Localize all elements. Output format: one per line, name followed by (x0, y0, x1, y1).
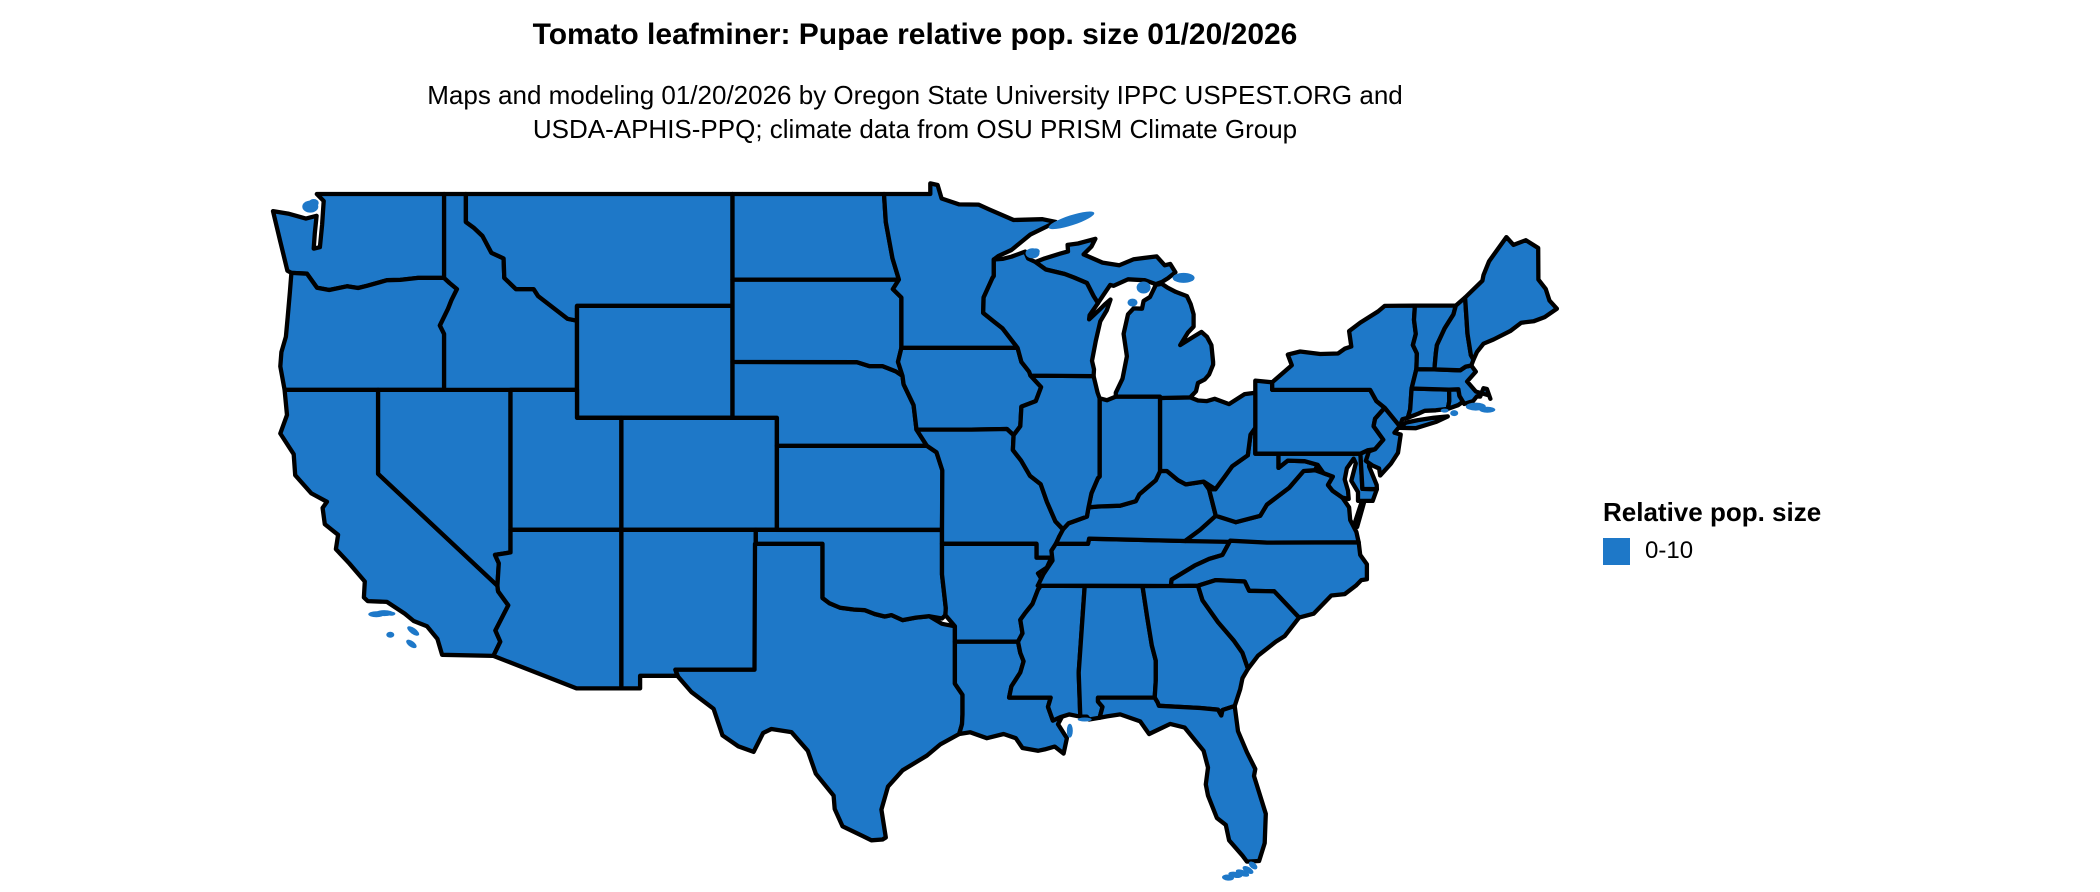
island-key-west (1222, 874, 1234, 881)
state-maine (1462, 234, 1560, 362)
state-new-mexico (619, 527, 758, 691)
state-north-dakota (730, 191, 902, 282)
state-kansas (774, 443, 945, 532)
state-florida (1095, 695, 1268, 864)
legend-title: Relative pop. size (1603, 497, 1822, 527)
island-madeline-island (1025, 248, 1040, 259)
island-isle-royale (1048, 211, 1095, 230)
map-legend: Relative pop. size 0-10 (1603, 497, 1821, 565)
island-chandeleur-islands (1066, 723, 1073, 738)
state-new-york-long-island (1397, 414, 1450, 431)
state-new-jersey (1363, 405, 1403, 478)
island-florida-key-1 (1248, 861, 1258, 870)
island-drummond-island (1172, 272, 1195, 283)
state-south-dakota (730, 277, 905, 379)
figure-header: Tomato leafminer: Pupae relative pop. si… (427, 16, 1403, 146)
island-dauphin-island (1077, 717, 1092, 722)
legend-item: 0-10 (1603, 537, 1821, 565)
state-michigan-lower (1113, 281, 1216, 401)
state-south-carolina (1195, 577, 1302, 671)
figure-subtitle: Maps and modeling 01/20/2026 by Oregon S… (427, 78, 1403, 146)
island-san-nicolas-island (386, 631, 395, 638)
state-arizona (491, 527, 624, 691)
island-block-island (1450, 410, 1459, 417)
island-florida-key-3 (1235, 869, 1250, 877)
state-oregon (278, 270, 460, 393)
island-orcas-island (308, 199, 319, 207)
island-fishers-island (1440, 408, 1449, 413)
island-florida-key-2 (1242, 866, 1254, 874)
state-indiana (1086, 394, 1163, 510)
page-title: Tomato leafminer: Pupae relative pop. si… (532, 18, 1298, 51)
state-virginia-eastern-shore (1352, 499, 1367, 530)
state-mississippi (1006, 579, 1087, 723)
legend-swatch (1603, 537, 1630, 565)
island-san-clemente-island (406, 639, 417, 649)
state-ohio (1157, 390, 1258, 492)
island-beaver-island (1136, 281, 1151, 294)
legend-item-label: 0-10 (1645, 537, 1694, 564)
state-wyoming (574, 303, 735, 420)
state-illinois (1010, 373, 1102, 532)
state-maryland (1276, 451, 1380, 504)
island-santa-catalina-island (407, 626, 420, 636)
island-manitou-island (1127, 298, 1138, 307)
state-wisconsin (981, 249, 1113, 379)
state-connecticut (1405, 386, 1452, 420)
state-colorado (619, 415, 780, 532)
subtitle-line-2: USDA-APHIS-PPQ; climate data from OSU PR… (532, 114, 1298, 144)
island-anacapa-island (387, 611, 396, 616)
island-nantucket-island (1479, 406, 1496, 413)
subtitle-line-1: Maps and modeling 01/20/2026 by Oregon S… (427, 80, 1403, 110)
